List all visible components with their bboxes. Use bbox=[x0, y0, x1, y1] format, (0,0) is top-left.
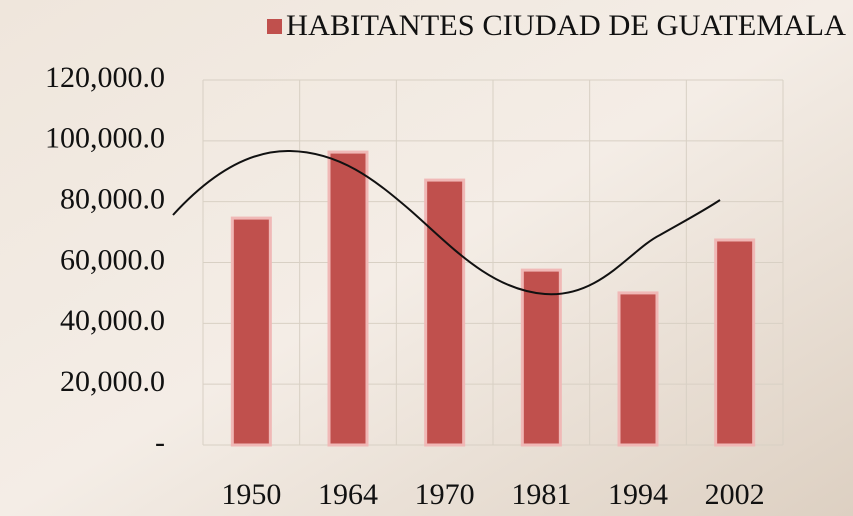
x-tick-label: 2002 bbox=[705, 478, 765, 511]
x-tick-label: 1950 bbox=[221, 478, 281, 511]
y-tick-label: 20,000.0 bbox=[60, 365, 165, 398]
bar bbox=[329, 152, 367, 445]
bar bbox=[426, 180, 464, 445]
y-tick-label: - bbox=[155, 426, 165, 459]
bar bbox=[716, 240, 754, 445]
y-tick-label: 120,000.0 bbox=[45, 61, 165, 94]
x-tick-label: 1970 bbox=[415, 478, 475, 511]
x-tick-label: 1981 bbox=[511, 478, 571, 511]
x-tick-label: 1994 bbox=[608, 478, 668, 511]
x-tick-label: 1964 bbox=[318, 478, 378, 511]
chart: - 20,000.0 40,000.0 60,000.0 80,000.0 100,000… bbox=[0, 0, 853, 516]
bar bbox=[232, 218, 270, 445]
y-tick-label: 80,000.0 bbox=[60, 183, 165, 216]
y-tick-label: 60,000.0 bbox=[60, 243, 165, 276]
legend-swatch bbox=[267, 19, 282, 34]
y-tick-label: 40,000.0 bbox=[60, 304, 165, 337]
legend-label: HABITANTES CIUDAD DE GUATEMALA bbox=[286, 9, 846, 42]
y-tick-label: 100,000.0 bbox=[45, 122, 165, 155]
bar bbox=[522, 270, 560, 445]
bar bbox=[619, 293, 657, 445]
